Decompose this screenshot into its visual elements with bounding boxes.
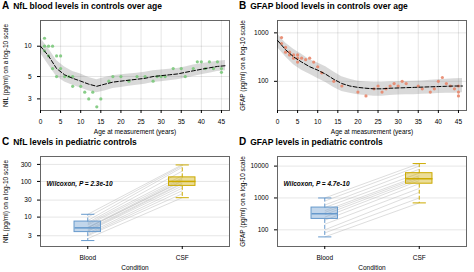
html-text:C NfL levels in pediatric cont: C NfL levels in pediatric controls bbox=[2, 136, 137, 147]
svg-text:10: 10 bbox=[77, 118, 85, 125]
svg-text:Blood: Blood bbox=[79, 254, 96, 261]
html-text:D GFAP levels in pediatric con: D GFAP levels in pediatric controls bbox=[239, 136, 383, 147]
svg-text:10000: 10000 bbox=[250, 162, 268, 169]
svg-text:45: 45 bbox=[218, 118, 226, 125]
svg-text:5: 5 bbox=[28, 73, 32, 80]
svg-text:1000: 1000 bbox=[254, 194, 269, 201]
html-text:A NfL blood levels in controls: A NfL blood levels in controls over age bbox=[2, 0, 162, 11]
svg-text:100: 100 bbox=[21, 178, 32, 185]
svg-text:1000: 1000 bbox=[254, 29, 269, 36]
svg-text:NfL (pg/ml) on a log-10 scale: NfL (pg/ml) on a log-10 scale bbox=[2, 24, 10, 108]
svg-text:0: 0 bbox=[276, 118, 280, 125]
svg-text:30: 30 bbox=[158, 118, 166, 125]
svg-text:0: 0 bbox=[39, 118, 43, 125]
svg-text:40: 40 bbox=[198, 118, 206, 125]
html-text:B GFAP blood levels in control: B GFAP blood levels in controls over age bbox=[239, 0, 408, 11]
svg-text:Condition: Condition bbox=[358, 264, 386, 271]
svg-text:30: 30 bbox=[24, 196, 32, 203]
svg-text:10: 10 bbox=[24, 42, 32, 49]
svg-text:40: 40 bbox=[435, 118, 443, 125]
svg-text:Age at measurement (years): Age at measurement (years) bbox=[331, 128, 413, 136]
svg-text:3: 3 bbox=[28, 232, 32, 239]
svg-text:NfL (pg/ml) on a log-10 scale: NfL (pg/ml) on a log-10 scale bbox=[2, 160, 10, 244]
svg-text:25: 25 bbox=[137, 118, 145, 125]
svg-text:100: 100 bbox=[258, 226, 269, 233]
svg-text:5: 5 bbox=[59, 118, 63, 125]
svg-text:GFAP (pg/ml) on a log-10 scale: GFAP (pg/ml) on a log-10 scale bbox=[239, 20, 247, 111]
svg-text:3: 3 bbox=[28, 95, 32, 102]
svg-text:15: 15 bbox=[334, 118, 342, 125]
svg-text:5: 5 bbox=[296, 118, 300, 125]
svg-text:Blood: Blood bbox=[316, 254, 333, 261]
svg-text:Wilcoxon, P = 4.7e-10: Wilcoxon, P = 4.7e-10 bbox=[284, 180, 350, 188]
svg-text:GFAP (pg/ml) on a log-10 scale: GFAP (pg/ml) on a log-10 scale bbox=[239, 156, 247, 247]
svg-text:Wilcoxon, P = 2.3e-10: Wilcoxon, P = 2.3e-10 bbox=[47, 180, 113, 188]
svg-text:10: 10 bbox=[314, 118, 322, 125]
svg-text:20: 20 bbox=[354, 118, 362, 125]
svg-text:45: 45 bbox=[455, 118, 463, 125]
svg-text:30: 30 bbox=[395, 118, 403, 125]
svg-text:35: 35 bbox=[415, 118, 423, 125]
svg-text:CSF: CSF bbox=[413, 254, 426, 261]
svg-text:300: 300 bbox=[21, 160, 32, 167]
svg-text:Age at measurement (years): Age at measurement (years) bbox=[94, 128, 176, 136]
svg-text:15: 15 bbox=[97, 118, 105, 125]
svg-text:100: 100 bbox=[258, 77, 269, 84]
svg-text:20: 20 bbox=[117, 118, 125, 125]
svg-text:10: 10 bbox=[24, 213, 32, 220]
svg-text:CSF: CSF bbox=[176, 254, 189, 261]
svg-text:Condition: Condition bbox=[121, 264, 149, 271]
svg-text:35: 35 bbox=[178, 118, 186, 125]
svg-text:25: 25 bbox=[374, 118, 382, 125]
